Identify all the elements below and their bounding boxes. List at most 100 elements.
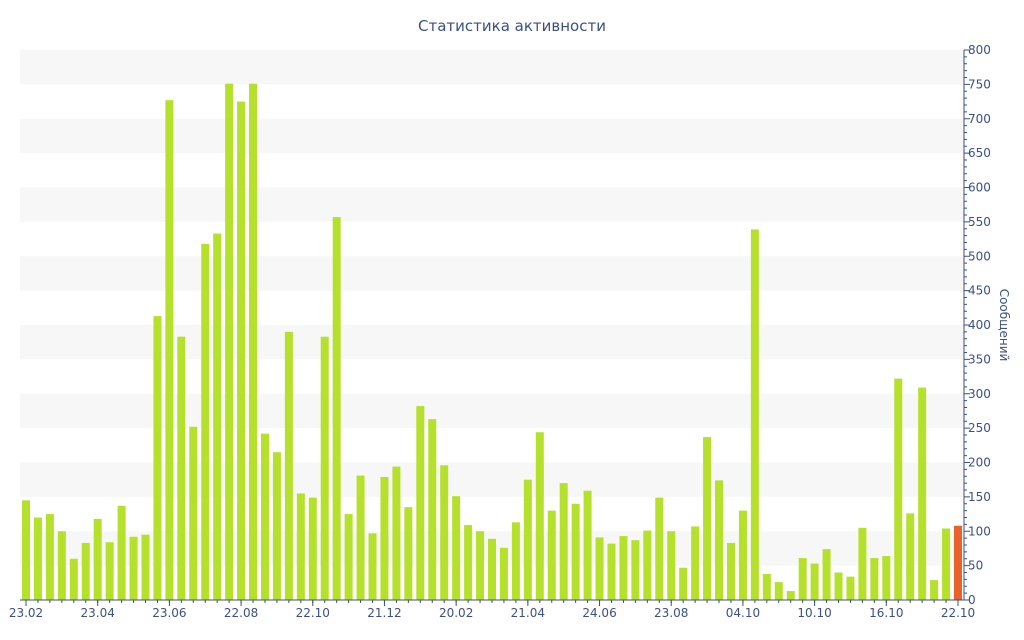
bar (129, 536, 138, 600)
bar (153, 316, 162, 600)
x-axis: 23.02 23.04 23.06 22.08 22.10 21.12 20.02 21.04… (9, 599, 975, 620)
bar (225, 83, 234, 600)
bar (117, 505, 126, 600)
bar (464, 525, 473, 600)
grid-band (20, 187, 964, 222)
bar (440, 465, 449, 600)
bar (750, 229, 759, 600)
grid-band (20, 462, 964, 497)
y-axis: 0 50 100 150 200 250 300 350 400 450 500 550 600 650 7… (963, 43, 991, 607)
bar (571, 503, 580, 600)
bar (930, 580, 939, 600)
bar (488, 538, 496, 600)
grid-band (20, 50, 964, 85)
bar (356, 475, 365, 600)
bar (810, 563, 819, 600)
y-tick-label: 250 (968, 421, 991, 435)
bar (822, 549, 831, 600)
x-tick-label: 21.12 (367, 606, 401, 620)
bar (296, 493, 305, 600)
bar (272, 452, 281, 600)
bar (33, 517, 42, 600)
x-tick-label: 24.06 (582, 606, 616, 620)
x-tick-label: 10.10 (797, 606, 831, 620)
bar (918, 387, 927, 600)
bar (237, 101, 246, 600)
bar (703, 437, 712, 600)
bar (69, 558, 78, 600)
x-tick-label: 23.08 (654, 606, 688, 620)
y-tick-label: 200 (968, 456, 991, 470)
bar (249, 83, 258, 600)
x-tick-label: 16.10 (869, 606, 903, 620)
bar (882, 556, 891, 600)
bar (535, 432, 544, 600)
y-tick-label: 650 (968, 146, 991, 160)
y-tick-label: 450 (968, 284, 991, 298)
y-tick-label: 700 (968, 112, 991, 126)
bar (368, 533, 377, 600)
chart-title: Статистика активности (418, 17, 606, 35)
bar (499, 547, 508, 600)
bar (476, 531, 485, 600)
bar (22, 500, 30, 600)
y-tick-label: 800 (968, 43, 991, 57)
bar (380, 476, 389, 600)
x-tick-label: 23.02 (9, 606, 43, 620)
bar (523, 479, 532, 600)
bar (308, 497, 317, 600)
x-tick-label: 22.08 (224, 606, 258, 620)
y-tick-label: 550 (968, 215, 991, 229)
bar (428, 419, 437, 600)
bar (858, 527, 867, 600)
bar (404, 507, 413, 600)
bar (81, 542, 90, 600)
bar (786, 591, 795, 600)
grid-bands (20, 50, 964, 566)
bar (726, 542, 735, 600)
bar (416, 406, 425, 600)
x-tick-label: 20.02 (439, 606, 473, 620)
bar (201, 243, 210, 600)
bar (798, 558, 807, 600)
grid-band (20, 393, 964, 429)
bar (906, 513, 915, 600)
bar (643, 530, 652, 600)
bar (870, 558, 879, 600)
bar (189, 426, 198, 600)
bar (619, 536, 628, 600)
y-tick-label: 600 (968, 181, 991, 195)
x-tick-label: 23.06 (152, 606, 186, 620)
bar (631, 540, 640, 600)
bar (655, 497, 664, 600)
bar (942, 528, 951, 600)
bar (320, 336, 329, 600)
y-tick-label: 150 (968, 490, 991, 504)
bar (547, 510, 556, 600)
bar (715, 480, 724, 600)
bar (284, 331, 293, 600)
y-tick-label: 500 (968, 249, 991, 263)
bar (45, 514, 54, 600)
bar (213, 233, 222, 600)
bar (846, 576, 855, 600)
y-tick-label: 400 (968, 318, 991, 332)
bar (165, 100, 174, 600)
y-tick-label: 300 (968, 387, 991, 401)
bar (607, 543, 616, 600)
bar (667, 531, 676, 600)
grid-band (20, 256, 964, 291)
bar-current (954, 525, 962, 600)
y-tick-label: 350 (968, 352, 991, 366)
x-tick-label: 22.10 (296, 606, 330, 620)
bar (105, 542, 114, 600)
x-tick-label: 23.04 (81, 606, 115, 620)
bar (141, 534, 150, 600)
y-tick-label: 100 (968, 524, 991, 538)
x-tick-label: 22.10 (941, 606, 975, 620)
bar (738, 510, 747, 600)
bar (583, 490, 592, 600)
bar (177, 336, 186, 600)
bar (595, 537, 604, 600)
